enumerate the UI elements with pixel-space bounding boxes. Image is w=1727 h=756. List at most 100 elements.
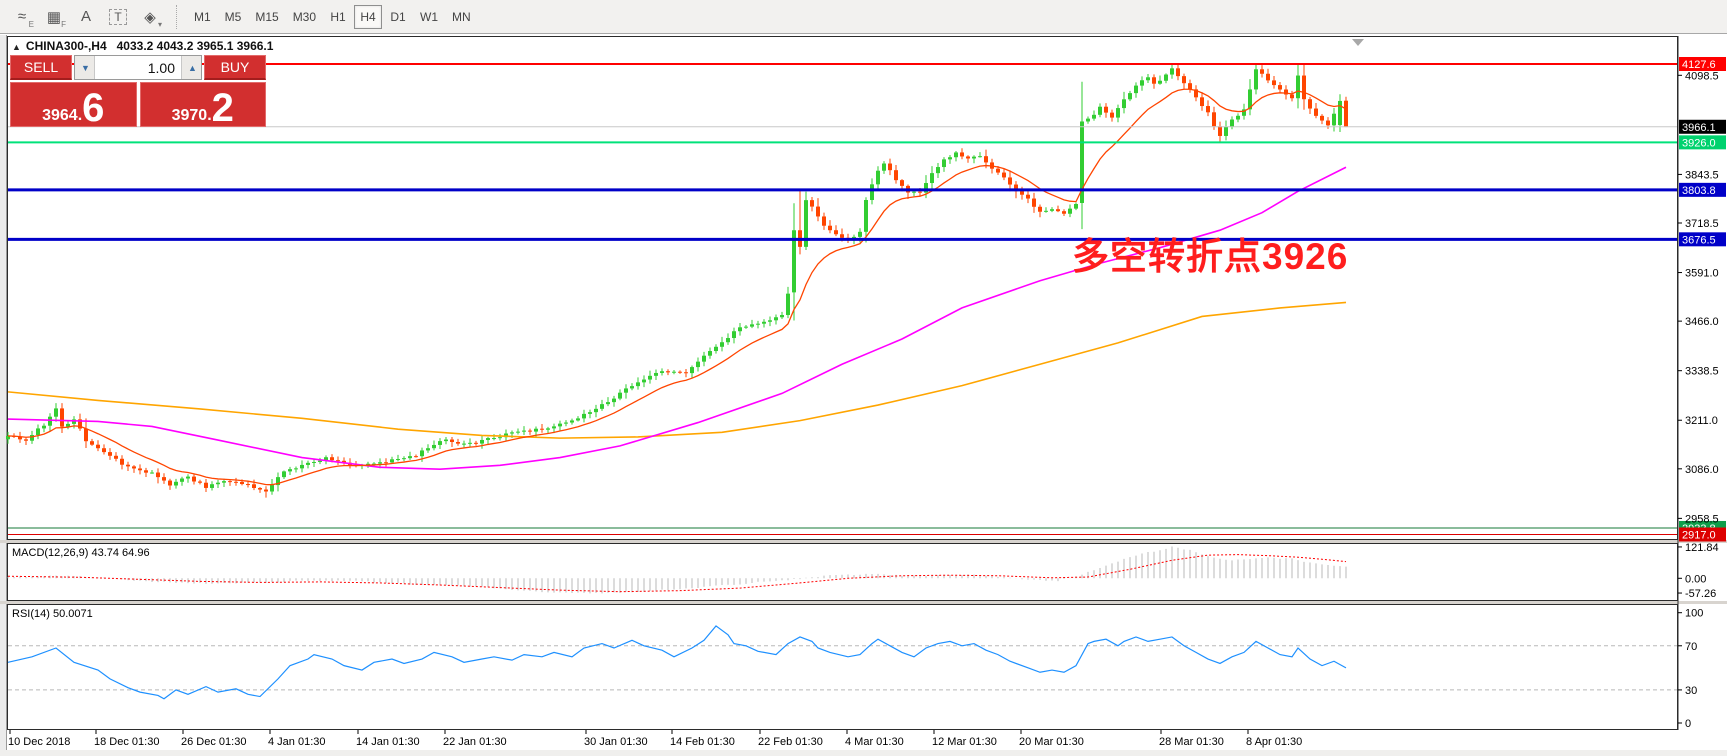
candlestick (840, 234, 844, 238)
candlestick (876, 170, 880, 185)
candlestick (378, 462, 382, 464)
timeframe-button-W1[interactable]: W1 (414, 5, 444, 29)
candlestick (588, 412, 592, 414)
candlestick (792, 230, 796, 293)
collapse-chart-icon[interactable]: ▲ (12, 42, 21, 52)
candlestick (654, 372, 658, 376)
timeframe-button-D1[interactable]: D1 (384, 5, 412, 29)
candlestick (702, 355, 706, 362)
date-label: 22 Jan 01:30 (443, 736, 507, 748)
candlestick (1098, 106, 1102, 115)
candlestick (36, 428, 40, 436)
volume-increase-button[interactable]: ▲ (181, 56, 201, 79)
price-tick-label: 2958.5 (1685, 513, 1719, 525)
panel-divider[interactable] (0, 601, 1727, 604)
candlestick (174, 481, 178, 486)
text-annotation[interactable]: 多空转折点3926 (1072, 236, 1349, 277)
candlestick (1236, 115, 1240, 120)
macd-tick-label: -57.26 (1685, 588, 1716, 600)
candlestick (282, 471, 286, 478)
macd-signal-line[interactable] (7, 554, 1347, 593)
date-label: 20 Mar 01:30 (1019, 736, 1084, 748)
rsi-line[interactable] (7, 625, 1347, 700)
candlestick (606, 402, 610, 405)
panel-divider[interactable] (0, 540, 1727, 543)
candlestick (1086, 118, 1090, 122)
macd-tick-label: 0.00 (1685, 573, 1706, 585)
candlestick (720, 342, 724, 347)
timeframe-button-M1[interactable]: M1 (188, 5, 217, 29)
candlestick (1260, 69, 1264, 74)
price-badge (1679, 527, 1726, 542)
candlestick (756, 323, 760, 325)
volume-stepper: ▼ ▲ (74, 55, 202, 80)
candlestick (1332, 113, 1336, 126)
candlestick (444, 439, 448, 442)
candlestick (1308, 99, 1312, 109)
candlestick (1104, 106, 1108, 113)
toolbar-separator (176, 4, 178, 29)
candlestick (942, 159, 946, 168)
candlestick (336, 460, 340, 462)
candlestick (384, 462, 388, 464)
candlestick (708, 351, 712, 356)
volume-decrease-button[interactable]: ▼ (75, 56, 95, 79)
candlestick (474, 442, 478, 444)
candlestick (126, 464, 130, 467)
ma-fast-line[interactable] (7, 88, 1347, 486)
candlestick (1248, 89, 1252, 110)
sell-price-main: 3964. (42, 107, 83, 124)
candlestick (156, 472, 160, 478)
candlestick (1320, 115, 1324, 121)
macd-panel (7, 543, 1678, 601)
timeframe-button-M15[interactable]: M15 (249, 5, 284, 29)
price-tick-label: 3466.0 (1685, 316, 1719, 328)
candlestick (1062, 211, 1066, 214)
volume-input[interactable] (95, 56, 181, 79)
timeframe-button-MN[interactable]: MN (446, 5, 477, 29)
timeframe-button-H1[interactable]: H1 (324, 5, 352, 29)
candlestick (666, 371, 670, 373)
timeframe-button-M30[interactable]: M30 (287, 5, 322, 29)
timeframe-button-H4[interactable]: H4 (354, 4, 383, 29)
candlestick (864, 200, 868, 232)
candlestick (1038, 206, 1042, 212)
candlestick (816, 206, 820, 217)
price-tick-label: 3718.5 (1685, 218, 1719, 230)
candlestick (168, 480, 172, 486)
candlestick (1026, 194, 1030, 199)
date-label: 14 Jan 01:30 (356, 736, 420, 748)
ohlc-values: 4033.2 4043.2 3965.1 3966.1 (116, 39, 274, 53)
candlestick (132, 466, 136, 469)
timeframe-button-M5[interactable]: M5 (219, 5, 248, 29)
price-tick-label: 3086.0 (1685, 464, 1719, 476)
toolbar-indicator-list-icon[interactable]: ≈ E (8, 4, 36, 30)
toolbar-text-label-icon[interactable]: A (72, 4, 100, 30)
sell-button[interactable]: SELL (10, 55, 72, 80)
candlestick (222, 481, 226, 483)
candlestick (1254, 69, 1258, 90)
toolbar-arrange-objects-icon[interactable]: ◈ ▾ (136, 4, 164, 30)
toolbar-text-box-icon[interactable]: T (104, 4, 132, 30)
candlestick (1212, 112, 1216, 127)
candlestick (540, 428, 544, 430)
ma-slow-line[interactable] (7, 301, 1347, 439)
candlestick (1182, 76, 1186, 84)
rsi-tick-label: 100 (1685, 608, 1703, 620)
candlestick (468, 442, 472, 444)
chart-shift-marker-icon[interactable] (1352, 39, 1364, 46)
one-click-trading-panel: SELL ▼ ▲ BUY 3964.6 3970.2 (10, 55, 266, 128)
candlestick (960, 152, 964, 157)
window-left-gutter (0, 35, 7, 756)
candlestick (744, 326, 748, 328)
toolbar-grid-template-icon[interactable]: ▦ F (40, 4, 68, 30)
candlestick (24, 439, 28, 441)
buy-price-display[interactable]: 3970. 2 (139, 82, 266, 128)
sell-price-display[interactable]: 3964. 6 (10, 82, 137, 128)
candlestick (42, 425, 46, 429)
price-badge-label: 3803.8 (1682, 185, 1716, 197)
candlestick (30, 435, 34, 441)
buy-button[interactable]: BUY (204, 55, 266, 80)
price-tick-label: 3338.5 (1685, 366, 1719, 378)
candlestick (90, 441, 94, 445)
